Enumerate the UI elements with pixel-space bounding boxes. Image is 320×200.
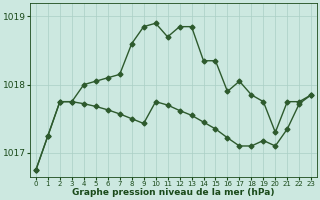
X-axis label: Graphe pression niveau de la mer (hPa): Graphe pression niveau de la mer (hPa): [72, 188, 275, 197]
